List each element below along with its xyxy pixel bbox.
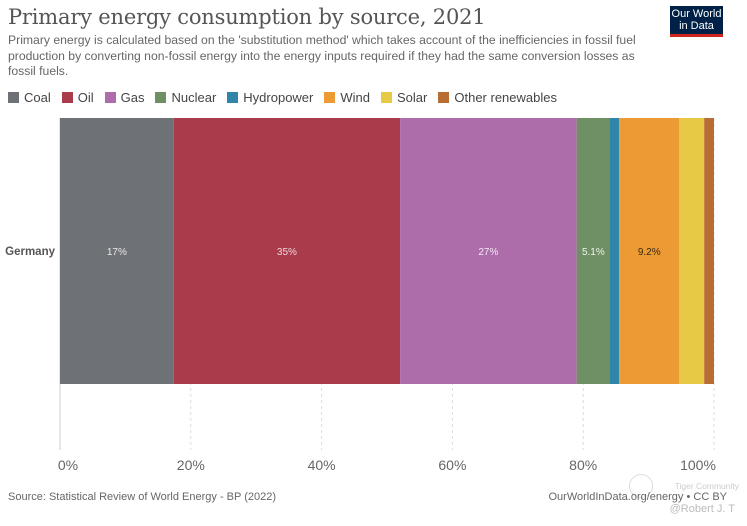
legend-swatch: [324, 92, 336, 103]
legend-label: Oil: [77, 90, 94, 105]
x-tick-label: 80%: [569, 457, 597, 473]
chart-subtitle: Primary energy is calculated based on th…: [8, 33, 636, 78]
data-label: 5.1%: [582, 247, 605, 258]
legend-label: Hydropower: [243, 90, 314, 105]
legend-label: Coal: [24, 90, 51, 105]
legend-item[interactable]: Solar: [381, 90, 427, 105]
bar-segment-oil[interactable]: [173, 118, 401, 384]
bar-segment-other-renewables[interactable]: [704, 118, 714, 384]
legend-label: Other renewables: [454, 90, 557, 105]
bar-segment-wind[interactable]: [619, 118, 680, 384]
legend-item[interactable]: Wind: [324, 90, 370, 105]
legend-item[interactable]: Oil: [61, 90, 94, 105]
legend-item[interactable]: Other renewables: [438, 90, 557, 105]
chart-title: Primary energy consumption by source, 20…: [8, 5, 486, 29]
legend: Coal Oil Gas Nuclear Hydropower Wind Solar Othe…: [8, 90, 568, 105]
bar-segment-gas[interactable]: [400, 118, 577, 384]
x-tick-label: 40%: [308, 457, 336, 473]
x-tick-label: 20%: [177, 457, 205, 473]
bar-segment-coal[interactable]: [60, 118, 174, 384]
legend-swatch: [155, 92, 167, 103]
legend-item[interactable]: Coal: [8, 90, 51, 105]
legend-swatch: [381, 92, 392, 103]
legend-swatch: [104, 92, 116, 103]
legend-swatch: [227, 92, 239, 103]
owid-logo[interactable]: Our World in Data: [670, 6, 723, 37]
bar-segment-nuclear[interactable]: [576, 118, 611, 384]
legend-label: Gas: [120, 90, 145, 105]
legend-label: Wind: [340, 90, 370, 105]
category-label: Germany: [5, 246, 55, 258]
data-label: 35%: [277, 247, 297, 258]
credit-link[interactable]: OurWorldInData.org/energy • CC BY: [548, 491, 728, 503]
x-tick-label: 0%: [58, 457, 78, 473]
watermark-logo-icon: [629, 474, 653, 498]
watermark-author: @Robert J. T: [669, 503, 735, 515]
x-tick-label: 60%: [438, 457, 466, 473]
data-label: 9.2%: [638, 247, 661, 258]
bar-segment-solar[interactable]: [679, 118, 705, 384]
source-note[interactable]: Source: Statistical Review of World Ener…: [8, 491, 276, 503]
legend-item[interactable]: Nuclear: [155, 90, 216, 105]
legend-swatch: [8, 92, 19, 103]
legend-item[interactable]: Hydropower: [227, 90, 313, 105]
data-label: 17%: [107, 247, 127, 258]
legend-label: Solar: [397, 90, 428, 105]
watermark-community: Tiger Community: [674, 481, 739, 491]
data-label: 27%: [478, 247, 498, 258]
legend-swatch: [61, 92, 73, 103]
logo-line2: in Data: [679, 20, 714, 32]
legend-swatch: [438, 92, 450, 103]
x-tick-label: 100%: [680, 457, 716, 473]
legend-label: Nuclear: [171, 90, 217, 105]
bar-segment-hydropower[interactable]: [610, 118, 620, 384]
logo-line1: Our World: [671, 8, 722, 20]
legend-item[interactable]: Gas: [104, 90, 145, 105]
